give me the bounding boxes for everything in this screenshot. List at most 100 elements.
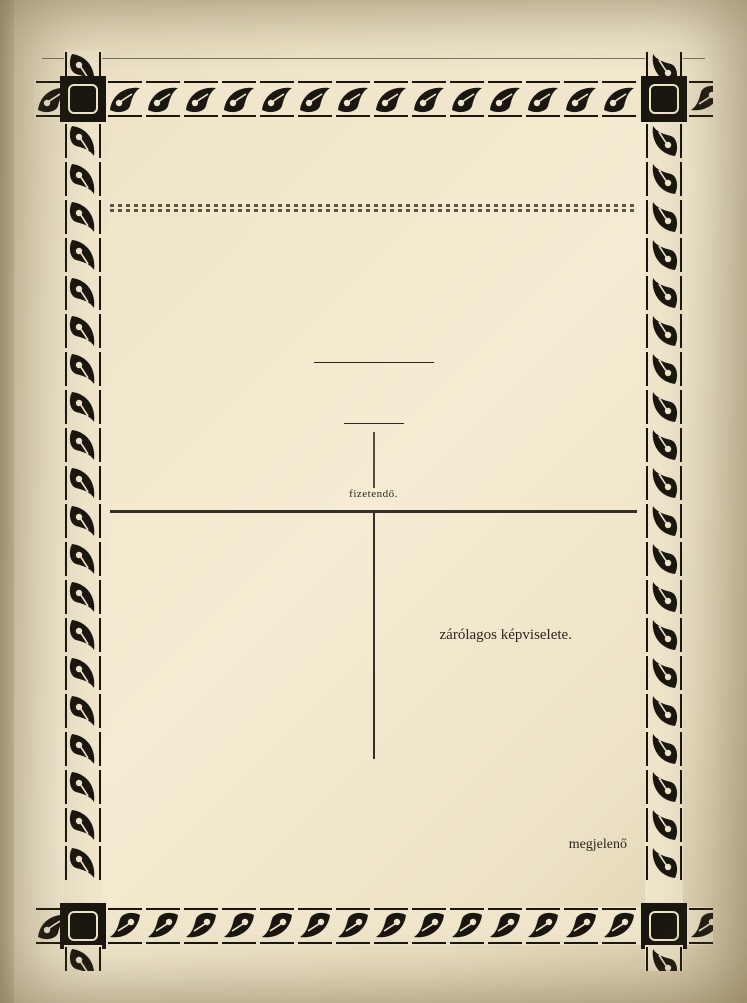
border-motif xyxy=(64,692,102,730)
border-motif xyxy=(645,692,683,730)
border-motif xyxy=(64,806,102,844)
border-motif xyxy=(524,80,562,118)
binding-edge xyxy=(0,0,14,1003)
border-motif xyxy=(64,768,102,806)
border-motif xyxy=(645,350,683,388)
border-motif xyxy=(645,312,683,350)
border-motif xyxy=(258,80,296,118)
border-motif xyxy=(64,730,102,768)
border-motif xyxy=(64,50,102,76)
border-motif xyxy=(645,768,683,806)
border-motif xyxy=(486,907,524,945)
border-motif xyxy=(645,806,683,844)
faded-bleedthrough-text xyxy=(114,220,633,354)
border-motif xyxy=(524,907,562,945)
border-motif xyxy=(106,907,144,945)
border-motif xyxy=(64,122,102,160)
frame-corner-tr xyxy=(641,76,687,122)
border-motif xyxy=(645,654,683,692)
border-motif xyxy=(645,540,683,578)
frame-stub xyxy=(34,80,60,118)
frame-stub xyxy=(64,50,102,76)
frame-stub xyxy=(645,50,683,76)
border-motif xyxy=(64,464,102,502)
frame-stub xyxy=(64,945,102,971)
label-kepviselet: zárólagos képviselete. xyxy=(385,627,628,644)
top-page-rule xyxy=(42,58,705,59)
frame-border-top xyxy=(106,80,641,118)
border-motif xyxy=(64,198,102,236)
border-motif xyxy=(600,907,638,945)
frame-corner-br xyxy=(641,903,687,949)
border-motif xyxy=(182,80,220,118)
border-motif xyxy=(562,907,600,945)
border-motif xyxy=(645,578,683,616)
border-motif xyxy=(106,80,144,118)
border-motif xyxy=(34,80,60,118)
frame-stub xyxy=(687,907,713,945)
border-motif xyxy=(600,80,638,118)
border-motif xyxy=(144,80,182,118)
border-motif xyxy=(64,540,102,578)
ornament-divider xyxy=(110,204,637,212)
frame-border-left xyxy=(64,122,102,903)
column-divider xyxy=(373,513,375,759)
border-motif xyxy=(448,907,486,945)
frame-stub xyxy=(687,80,713,118)
label-megjeleno: megjelenő xyxy=(569,837,631,853)
border-motif xyxy=(645,945,683,971)
frame-corner-bl xyxy=(60,903,106,949)
border-motif xyxy=(64,312,102,350)
border-motif xyxy=(645,274,683,312)
border-motif xyxy=(64,502,102,540)
border-motif xyxy=(64,616,102,654)
border-motif xyxy=(144,907,182,945)
border-motif xyxy=(64,578,102,616)
border-motif xyxy=(220,907,258,945)
border-motif xyxy=(182,907,220,945)
border-motif xyxy=(220,80,258,118)
border-motif xyxy=(645,122,683,160)
border-motif xyxy=(258,907,296,945)
column-left xyxy=(110,513,373,759)
two-column-block: zárólagos képviselete. xyxy=(110,513,637,759)
frame-stub xyxy=(34,907,60,945)
center-tick xyxy=(373,432,375,488)
border-motif xyxy=(645,426,683,464)
border-motif xyxy=(296,80,334,118)
border-motif xyxy=(296,907,334,945)
border-motif xyxy=(64,160,102,198)
border-motif xyxy=(64,945,102,971)
border-motif xyxy=(34,907,60,945)
label-fizetendo: fizetendő. xyxy=(110,488,637,500)
border-motif xyxy=(410,80,448,118)
border-motif xyxy=(64,274,102,312)
border-motif xyxy=(645,236,683,274)
border-motif xyxy=(562,80,600,118)
border-motif xyxy=(486,80,524,118)
border-motif xyxy=(645,502,683,540)
frame-border-right xyxy=(645,122,683,903)
border-motif xyxy=(64,426,102,464)
border-motif xyxy=(64,236,102,274)
border-motif xyxy=(645,616,683,654)
border-motif xyxy=(645,730,683,768)
border-motif xyxy=(687,80,713,118)
frame-corner-tl xyxy=(60,76,106,122)
border-motif xyxy=(372,80,410,118)
border-motif xyxy=(645,50,683,76)
frame-border-bottom xyxy=(106,907,641,945)
border-motif xyxy=(687,907,713,945)
border-motif xyxy=(645,198,683,236)
border-motif xyxy=(64,388,102,426)
border-motif xyxy=(334,907,372,945)
border-motif xyxy=(410,907,448,945)
frame-stub xyxy=(645,945,683,971)
border-motif xyxy=(64,350,102,388)
border-motif xyxy=(645,844,683,882)
column-right: zárólagos képviselete. xyxy=(375,513,638,759)
border-motif xyxy=(645,388,683,426)
border-motif xyxy=(334,80,372,118)
border-motif xyxy=(645,160,683,198)
border-motif xyxy=(64,654,102,692)
